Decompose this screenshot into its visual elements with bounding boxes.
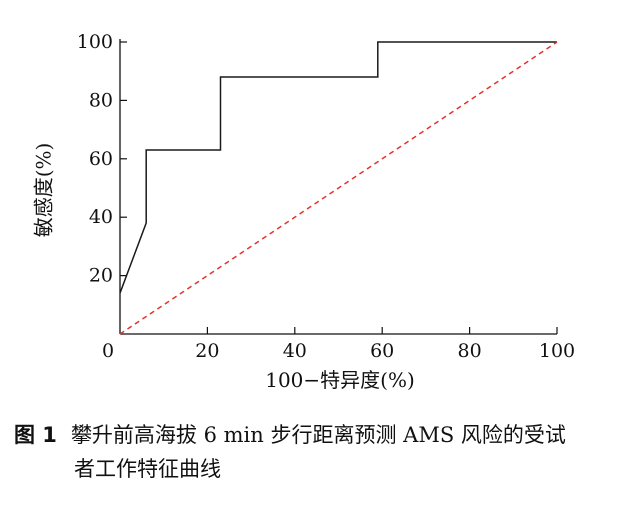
y-tick-label: 20 bbox=[89, 265, 113, 287]
figure-label: 图 1 bbox=[14, 423, 57, 447]
x-axis-title: 100−特异度(%) bbox=[265, 368, 415, 392]
x-tick-label: 100 bbox=[539, 340, 575, 362]
tick-labels: 0 20 40 60 80 100 20 40 60 80 100 bbox=[77, 31, 575, 362]
y-tick-label: 60 bbox=[89, 148, 113, 170]
caption-line-1: 攀升前高海拔 6 min 步行距离预测 AMS 风险的受试 bbox=[70, 423, 566, 447]
caption-line-2: 者工作特征曲线 bbox=[74, 457, 221, 481]
y-axis-title: 敏感度(%) bbox=[31, 142, 56, 238]
x-tick-label: 20 bbox=[195, 340, 219, 362]
roc-chart: 0 20 40 60 80 100 20 40 60 80 100 bbox=[77, 31, 575, 362]
y-tick-label: 40 bbox=[89, 206, 113, 228]
y-tick-label: 100 bbox=[77, 31, 113, 53]
plot-area bbox=[119, 41, 558, 335]
figure-caption: 图 1 攀升前高海拔 6 min 步行距离预测 AMS 风险的受试 者工作特征曲线 bbox=[14, 418, 614, 486]
axes bbox=[119, 39, 558, 335]
x-tick-label: 60 bbox=[370, 340, 394, 362]
y-tick-label: 80 bbox=[89, 89, 113, 111]
reference-diagonal-line bbox=[119, 41, 558, 335]
x-tick-label: 0 bbox=[102, 340, 114, 362]
x-tick-label: 80 bbox=[458, 340, 482, 362]
x-tick-label: 40 bbox=[283, 340, 307, 362]
roc-curve-line bbox=[119, 41, 557, 294]
